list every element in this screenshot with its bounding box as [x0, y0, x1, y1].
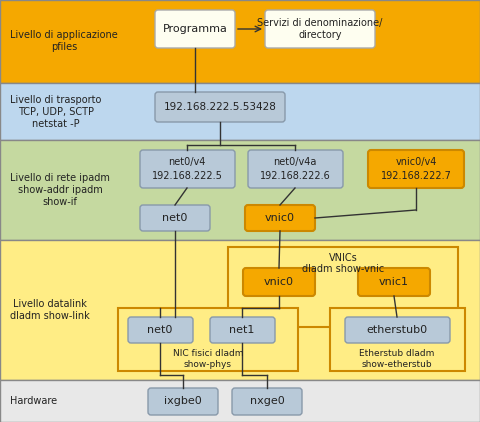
Text: net0: net0 [147, 325, 173, 335]
FancyBboxPatch shape [265, 10, 375, 48]
FancyBboxPatch shape [245, 205, 315, 231]
FancyBboxPatch shape [140, 150, 235, 188]
Bar [330, 308, 465, 371]
Text: Livello datalink
dladm show-link: Livello datalink dladm show-link [10, 299, 90, 321]
Text: etherstub0: etherstub0 [366, 325, 428, 335]
Text: dladm show-vnic: dladm show-vnic [302, 264, 384, 274]
FancyBboxPatch shape [358, 268, 430, 296]
Bar [0, 380, 480, 422]
FancyBboxPatch shape [148, 388, 218, 415]
Bar [228, 247, 458, 327]
Text: VNICs: VNICs [329, 253, 358, 263]
FancyBboxPatch shape [243, 268, 315, 296]
FancyBboxPatch shape [155, 10, 235, 48]
Text: vnic1: vnic1 [379, 277, 409, 287]
Text: Programma: Programma [163, 24, 228, 34]
Text: vnic0: vnic0 [264, 277, 294, 287]
FancyBboxPatch shape [210, 317, 275, 343]
Bar [0, 83, 480, 140]
FancyBboxPatch shape [140, 205, 210, 231]
Text: net1: net1 [229, 325, 255, 335]
Text: 192.168.222.5.53428: 192.168.222.5.53428 [164, 102, 276, 112]
FancyBboxPatch shape [232, 388, 302, 415]
Bar [0, 140, 480, 240]
Text: vnic0: vnic0 [265, 213, 295, 223]
Text: vnic0/v4: vnic0/v4 [396, 157, 437, 167]
Text: Livello di trasporto
TCP, UDP, SCTP
netstat -P: Livello di trasporto TCP, UDP, SCTP nets… [10, 95, 101, 129]
Text: Etherstub dladm
show-etherstub: Etherstub dladm show-etherstub [360, 349, 435, 369]
Text: NIC fisici dladm
show-phys: NIC fisici dladm show-phys [173, 349, 243, 369]
Bar [0, 240, 480, 380]
FancyBboxPatch shape [128, 317, 193, 343]
Text: ixgbe0: ixgbe0 [164, 396, 202, 406]
Text: Servizi di denominazione/
directory: Servizi di denominazione/ directory [257, 18, 383, 40]
Text: Hardware: Hardware [10, 396, 57, 406]
Bar [0, 0, 480, 83]
Text: 192.168.222.6: 192.168.222.6 [260, 171, 330, 181]
Text: 192.168.222.5: 192.168.222.5 [152, 171, 222, 181]
Text: net0/v4a: net0/v4a [273, 157, 317, 167]
Text: 192.168.222.7: 192.168.222.7 [381, 171, 451, 181]
Text: net0: net0 [162, 213, 188, 223]
FancyBboxPatch shape [155, 92, 285, 122]
Text: nxge0: nxge0 [250, 396, 284, 406]
FancyBboxPatch shape [345, 317, 450, 343]
Text: Livello di applicazione
pfiles: Livello di applicazione pfiles [10, 30, 118, 52]
FancyBboxPatch shape [368, 150, 464, 188]
Text: net0/v4: net0/v4 [168, 157, 206, 167]
Text: Livello di rete ipadm
show-addr ipadm
show-if: Livello di rete ipadm show-addr ipadm sh… [10, 173, 110, 207]
Bar [118, 308, 298, 371]
FancyBboxPatch shape [248, 150, 343, 188]
